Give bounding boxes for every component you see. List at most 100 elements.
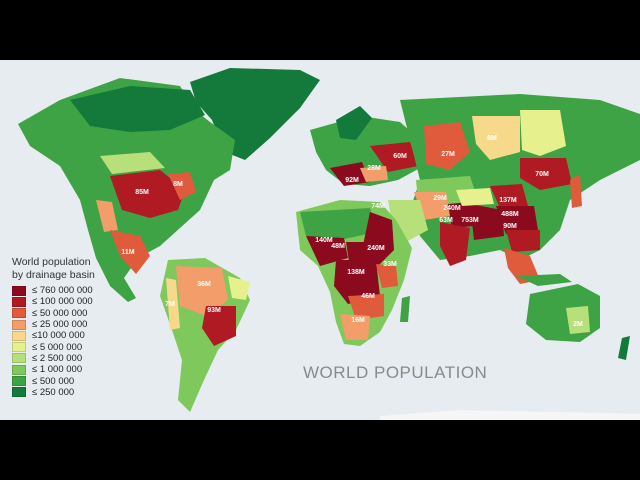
- basin-label-yellow-river: 137M: [499, 197, 517, 204]
- basin-label-amazon: 36M: [197, 281, 211, 288]
- basin-label-indus: 240M: [443, 205, 461, 212]
- yangtze-basin: [496, 206, 538, 234]
- congo-basin: [334, 260, 380, 304]
- caucasus-region: [360, 166, 388, 182]
- legend-title-line-2: by drainage basin: [12, 268, 95, 281]
- legend-item: ≤ 2 500 000: [12, 353, 132, 364]
- scandinavia: [336, 106, 372, 140]
- east-coast: [168, 172, 196, 200]
- basin-label-nile: 74M: [371, 203, 385, 210]
- southeast-asia: [504, 248, 540, 284]
- andes-strip: [166, 278, 180, 330]
- basin-label-andes: 7M: [165, 301, 175, 308]
- mexico-region: [110, 230, 150, 274]
- legend-swatch: [12, 353, 26, 364]
- basin-label-lake-chad: 240M: [367, 245, 385, 252]
- legend-swatch: [12, 376, 26, 387]
- legend-swatch: [12, 285, 26, 296]
- amur-basin: [520, 158, 572, 190]
- map-title: WORLD POPULATION: [303, 363, 488, 382]
- legend-swatch: [12, 330, 26, 341]
- east-siberia: [520, 110, 566, 156]
- world-map: 85M 8M 11M 36M 7M 93M 92M 60M 28M 27M 8M…: [0, 60, 640, 420]
- legend-item: ≤ 250 000: [12, 387, 132, 398]
- legend-item: ≤ 5 000 000: [12, 341, 132, 353]
- basin-label-zambezi: 46M: [361, 293, 375, 300]
- amazon-basin: [176, 266, 228, 316]
- basin-label-australia-east: 2M: [573, 321, 583, 328]
- legend-label: ≤ 100 000 000: [32, 296, 93, 308]
- legend-item: ≤ 1 000 000: [12, 364, 132, 375]
- legend-swatch: [12, 319, 26, 330]
- japan: [570, 174, 582, 208]
- basin-label-ganges: 753M: [461, 217, 479, 224]
- legend-label: ≤10 000 000: [32, 330, 85, 342]
- niger-basin: [306, 236, 348, 266]
- basin-label-mexico: 11M: [121, 249, 134, 256]
- legend-item: ≤ 760 000 000: [12, 285, 132, 296]
- siberia-west: [424, 122, 470, 170]
- legend-label: ≤ 25 000 000: [32, 319, 88, 331]
- great-lakes-region: [376, 264, 398, 288]
- basin-label-north-america-east: 8M: [173, 181, 183, 188]
- basin-label-persia: 29M: [433, 195, 447, 202]
- madagascar: [400, 296, 410, 322]
- basin-label-great-lakes: 33M: [383, 261, 397, 268]
- indus-basin: [448, 202, 474, 228]
- south-africa-basin: [340, 314, 370, 340]
- top-letterbox: [0, 0, 640, 60]
- legend-item: ≤ 100 000 000: [12, 296, 132, 307]
- indonesia: [516, 274, 572, 286]
- basin-label-china-south: 90M: [503, 223, 517, 230]
- basin-label-siberia: 27M: [441, 151, 455, 158]
- map-legend: World population by drainage basin ≤ 760…: [12, 256, 132, 398]
- basin-label-europe-east: 60M: [393, 153, 407, 160]
- zambezi-basin: [348, 294, 384, 320]
- china-south: [506, 230, 540, 252]
- basin-label-niger: 140M: [315, 237, 333, 244]
- legend-item: ≤ 50 000 000: [12, 308, 132, 319]
- bottom-letterbox: [0, 420, 640, 480]
- tibet: [456, 188, 494, 206]
- sahara: [300, 208, 376, 240]
- legend-label: ≤ 50 000 000: [32, 307, 88, 319]
- canada-north: [70, 86, 205, 132]
- antarctica-edge: [380, 410, 640, 420]
- legend-rows: ≤ 760 000 000 ≤ 100 000 000 ≤ 50 000 000 ≤ …: [12, 285, 132, 398]
- basin-label-europe-west: 92M: [345, 177, 359, 184]
- legend-label: ≤ 5 000 000: [32, 341, 83, 353]
- legend-label: ≤ 500 000: [32, 375, 75, 387]
- yellow-river: [490, 184, 528, 208]
- legend-swatch: [12, 308, 26, 319]
- basin-label-chad: 48M: [331, 243, 345, 250]
- australia-east-basin: [566, 306, 590, 334]
- lena-region: [472, 116, 520, 160]
- california: [96, 200, 118, 232]
- mississippi-basin: [110, 170, 185, 218]
- map-graphic: 85M 8M 11M 36M 7M 93M 92M 60M 28M 27M 8M…: [18, 68, 640, 420]
- legend-item: ≤ 500 000: [12, 375, 132, 387]
- basin-label-congo: 138M: [347, 269, 365, 276]
- australia-landmass: [526, 284, 600, 342]
- basin-label-caucasus: 28M: [367, 165, 381, 172]
- new-zealand: [618, 336, 630, 360]
- basin-label-lena: 8M: [487, 135, 497, 142]
- canada-prairie: [100, 152, 165, 174]
- legend-item: ≤ 25 000 000: [12, 319, 132, 330]
- basin-label-india: 63M: [439, 217, 453, 224]
- ganges-basin: [470, 204, 504, 240]
- basin-label-north-america: 85M: [135, 189, 149, 196]
- legend-label: ≤ 760 000 000: [32, 285, 93, 297]
- legend-title-line-1: World population: [12, 256, 91, 268]
- basin-label-amur: 70M: [535, 171, 549, 178]
- ne-brazil: [228, 276, 250, 300]
- europe-east-basin: [370, 142, 418, 172]
- legend-label: ≤ 2 500 000: [32, 352, 83, 364]
- legend-label: ≤ 1 000 000: [32, 364, 83, 376]
- basin-label-parana: 93M: [207, 307, 221, 314]
- legend-swatch: [12, 364, 26, 375]
- legend-swatch: [12, 387, 26, 398]
- legend-item: ≤10 000 000: [12, 330, 132, 341]
- legend-swatch: [12, 296, 26, 307]
